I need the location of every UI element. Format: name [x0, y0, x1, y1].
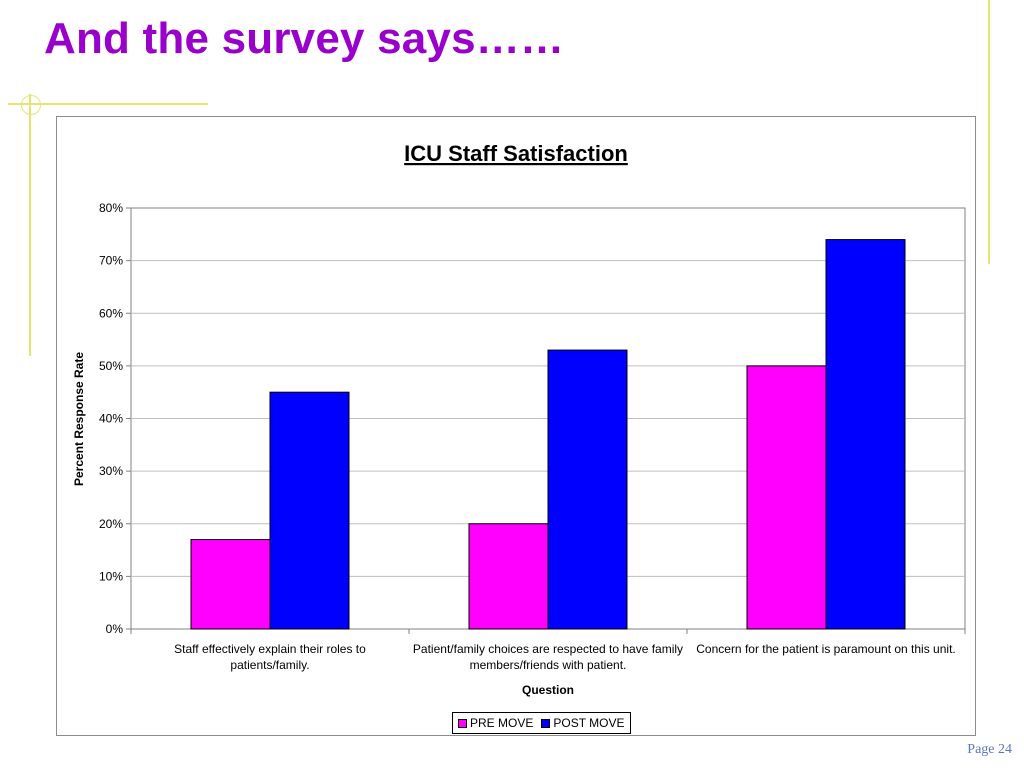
y-tick-label: 70% [99, 254, 123, 268]
legend-label-post-move: POST MOVE [553, 716, 625, 730]
y-tick-label: 80% [99, 201, 123, 215]
legend-item-post-move: POST MOVE [541, 716, 625, 730]
page-number: Page 24 [967, 742, 1012, 757]
x-tick-label: Concern for the patient is paramount on … [696, 642, 956, 656]
y-tick-label: 50% [99, 359, 123, 373]
bar-post-move [269, 391, 350, 630]
y-tick-label: 40% [99, 412, 123, 426]
chart-legend: PRE MOVE POST MOVE [452, 712, 631, 734]
chart-title: ICU Staff Satisfaction [404, 141, 628, 166]
y-axis-label: Percent Response Rate [72, 352, 86, 486]
bar-pre-move [468, 523, 549, 630]
x-tick-label: Patient/family choices are respected to … [412, 642, 684, 672]
bar-pre-move [190, 539, 271, 630]
legend-swatch-post-move [541, 718, 551, 728]
y-tick-label: 0% [106, 622, 124, 636]
decorative-line-right-vertical [988, 0, 990, 264]
chart-svg: ICU Staff Satisfaction Percent Response … [72, 141, 966, 697]
x-tick-label: Staff effectively explain their roles to… [174, 642, 366, 672]
decorative-line-horizontal [8, 103, 208, 105]
decorative-line-left-vertical [29, 94, 31, 356]
y-tick-label: 20% [99, 517, 123, 531]
chart-frame: ICU Staff Satisfaction Percent Response … [56, 116, 976, 736]
y-tick-label: 30% [99, 464, 123, 478]
legend-item-pre-move: PRE MOVE [458, 716, 533, 730]
x-axis-label: Question [522, 683, 574, 697]
bar-pre-move [746, 365, 827, 630]
bar-post-move [547, 349, 628, 630]
y-tick-label: 60% [99, 306, 123, 320]
y-tick-label: 10% [99, 569, 123, 583]
bar-post-move [825, 239, 906, 630]
legend-label-pre-move: PRE MOVE [470, 716, 534, 730]
slide-title: And the survey says…… [44, 14, 565, 63]
legend-swatch-pre-move [458, 718, 467, 728]
decorative-circle [21, 95, 41, 115]
